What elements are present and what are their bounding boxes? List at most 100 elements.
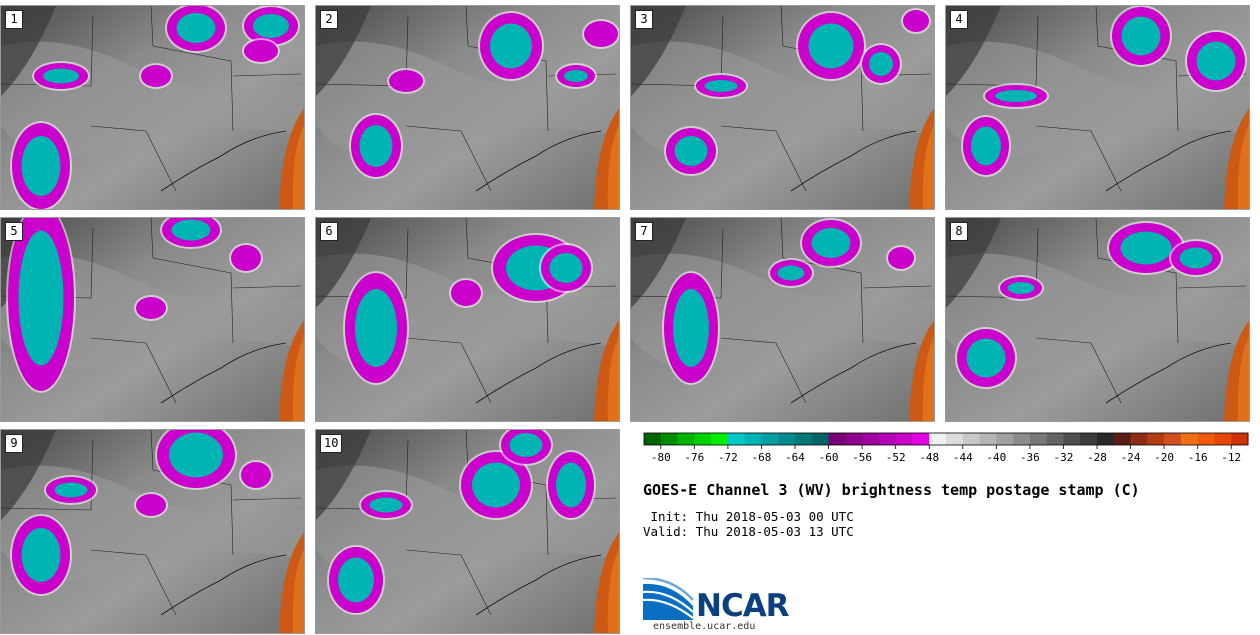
- very-cold-cloud-top: [1179, 247, 1213, 269]
- colorbar-swatch: [1097, 433, 1115, 445]
- very-cold-cloud-top: [777, 265, 805, 281]
- coastline: [475, 342, 602, 404]
- warm-core-region: [607, 548, 619, 633]
- colorbar-swatch: [1063, 433, 1081, 445]
- colorbar-tick-label: -36: [1019, 451, 1040, 464]
- coastline: [475, 130, 602, 192]
- very-cold-cloud-top: [1120, 231, 1172, 265]
- state-border-lines: [1, 6, 302, 192]
- colorbar-swatch: [761, 433, 779, 445]
- very-cold-cloud-top: [704, 80, 738, 92]
- warm-core-region: [922, 336, 934, 421]
- colorbar-swatch: [1046, 433, 1064, 445]
- colorbar-tick-label: -32: [1053, 451, 1074, 464]
- colorbar-swatch: [845, 433, 863, 445]
- warm-core-region: [922, 124, 934, 209]
- colorbar-swatch: [677, 433, 695, 445]
- colorbar-swatch: [1130, 433, 1148, 445]
- very-cold-cloud-top: [472, 462, 520, 508]
- colorbar-swatch: [644, 433, 662, 445]
- colorbar-swatch: [1231, 433, 1249, 445]
- panel-number-label: 6: [320, 222, 338, 241]
- water-vapor-map: [946, 6, 1249, 209]
- very-cold-cloud-top: [169, 432, 223, 478]
- colorbar-tick-label: -52: [885, 451, 906, 464]
- very-cold-cloud-top: [971, 126, 1001, 166]
- warm-core-region: [292, 336, 304, 421]
- postage-stamp-panel: 1: [0, 5, 305, 210]
- cold-cloud-top: [141, 65, 171, 87]
- colorbar-swatch: [660, 433, 679, 445]
- postage-stamp-panel: 5: [0, 217, 305, 422]
- cold-cloud-top: [231, 245, 261, 271]
- cold-cloud-top: [241, 462, 271, 488]
- colorbar-swatch: [895, 433, 913, 445]
- colorbar-tick-label: -68: [751, 451, 772, 464]
- colorbar-swatch: [744, 433, 762, 445]
- colorbar-tick-label: -24: [1120, 451, 1141, 464]
- water-vapor-map: [631, 218, 934, 421]
- very-cold-cloud-top: [966, 338, 1006, 378]
- coastline: [1105, 130, 1232, 192]
- postage-stamp-panel: 2: [315, 5, 620, 210]
- colorbar-swatch: [979, 433, 997, 445]
- colorbar-swatch: [1080, 433, 1098, 445]
- colorbar: [643, 432, 1249, 449]
- colorbar-swatch: [946, 433, 964, 445]
- panel-number-label: 5: [5, 222, 23, 241]
- very-cold-cloud-top: [869, 52, 893, 76]
- coastline: [475, 554, 602, 616]
- colorbar-swatch: [1197, 433, 1215, 445]
- colorbar-swatch: [1113, 433, 1132, 445]
- colorbar-swatch: [694, 433, 712, 445]
- very-cold-cloud-top: [253, 14, 289, 38]
- warm-core-region: [292, 124, 304, 209]
- colorbar-tick-label: -40: [986, 451, 1007, 464]
- water-vapor-map: [316, 6, 619, 209]
- coastline: [160, 130, 287, 192]
- very-cold-cloud-top: [359, 125, 393, 167]
- very-cold-cloud-top: [556, 462, 586, 508]
- colorbar-swatch: [1214, 433, 1232, 445]
- water-vapor-map: [1, 430, 304, 633]
- cold-cloud-top: [244, 40, 278, 62]
- colorbar-tick-label: -60: [818, 451, 839, 464]
- colorbar-swatch: [795, 433, 813, 445]
- very-cold-cloud-top: [564, 70, 588, 82]
- coastline: [790, 130, 917, 192]
- very-cold-cloud-top: [369, 497, 403, 513]
- colorbar-tick-label: -20: [1154, 451, 1175, 464]
- coastline: [1105, 342, 1232, 404]
- colorbar-swatch: [778, 433, 796, 445]
- very-cold-cloud-top: [549, 253, 583, 283]
- warm-core-region: [1237, 124, 1249, 209]
- postage-stamp-panel: 10: [315, 429, 620, 634]
- colorbar-swatch: [862, 433, 880, 445]
- panel-number-label: 4: [950, 10, 968, 29]
- panel-number-label: 7: [635, 222, 653, 241]
- warm-core-region: [607, 124, 619, 209]
- cold-cloud-top: [903, 10, 929, 32]
- water-vapor-map: [316, 430, 619, 633]
- colorbar-frame: [643, 432, 1249, 446]
- panel-number-label: 1: [5, 10, 23, 29]
- state-border-lines: [1, 218, 302, 404]
- colorbar-swatch: [878, 433, 897, 445]
- water-vapor-map: [316, 218, 619, 421]
- colorbar-tick-label: -64: [785, 451, 805, 464]
- very-cold-cloud-top: [18, 230, 64, 366]
- panel-number-label: 9: [5, 434, 23, 453]
- colorbar-tick-label: -48: [919, 451, 940, 464]
- colorbar-swatch: [962, 433, 981, 445]
- colorbar-tick-label: -16: [1187, 451, 1208, 464]
- water-vapor-map: [1, 218, 304, 421]
- warm-core-region: [1237, 336, 1249, 421]
- warm-core-region: [607, 336, 619, 421]
- water-vapor-map: [1, 6, 304, 209]
- colorbar-swatch: [1180, 433, 1199, 445]
- colorbar-tick-label: -76: [684, 451, 705, 464]
- very-cold-cloud-top: [21, 528, 61, 582]
- very-cold-cloud-top: [995, 90, 1037, 102]
- postage-stamp-panel: 9: [0, 429, 305, 634]
- colorbar-tick-label: -72: [717, 451, 738, 464]
